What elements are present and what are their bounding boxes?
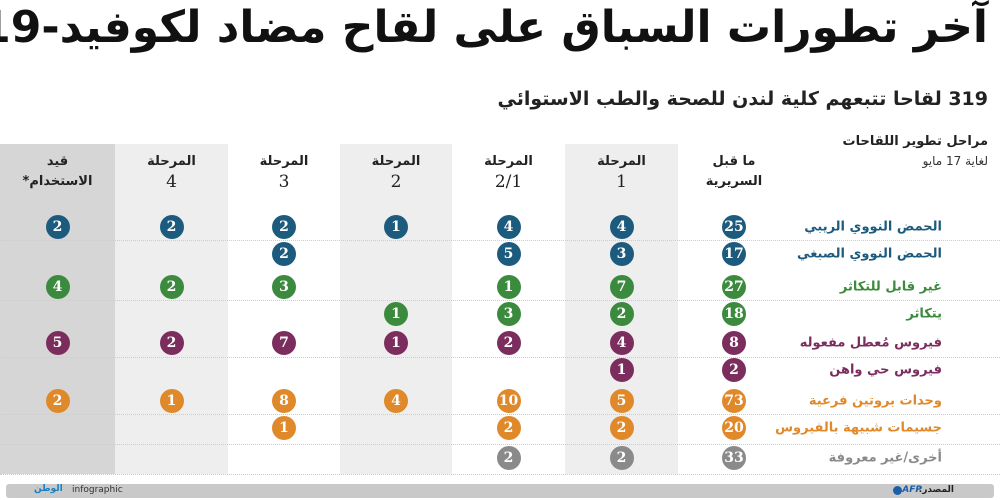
value-circle: 1: [609, 358, 634, 382]
value-circle: 7: [609, 275, 634, 299]
value-circle: 3: [496, 302, 521, 326]
column-header-label: قيد الاستخدام*: [22, 154, 93, 189]
subtitle: 319 لقاحا تتبعهم كلية لندن للصحة والطب ا…: [497, 88, 988, 110]
value-circle: 1: [384, 302, 408, 326]
legend-title: مراحل تطوير اللقاحات: [842, 134, 988, 149]
value-circle: 2: [272, 242, 296, 266]
column-background: [115, 144, 228, 474]
column-header: ما قبل السريرية: [678, 152, 790, 192]
value-circle: 33: [722, 446, 746, 470]
column-header-label: المرحلة: [259, 154, 309, 169]
value-circle: 4: [609, 331, 634, 355]
row-label: الحمض النووي الصبغي: [797, 246, 942, 262]
column-header-label: المرحلة: [484, 154, 533, 169]
value-circle: 3: [609, 242, 634, 266]
value-circle: 1: [384, 215, 408, 239]
value-circle: 27: [722, 275, 746, 299]
column-background: [0, 144, 115, 474]
value-circle: 4: [384, 389, 408, 413]
row-separator: [0, 300, 1000, 301]
row-separator: [0, 474, 1000, 475]
column-header-number: 2: [390, 172, 402, 192]
source-label: المصدر:: [918, 485, 954, 495]
value-circle: 2: [496, 416, 521, 440]
value-circle: 2: [159, 331, 184, 355]
value-circle: 10: [496, 389, 521, 413]
row-label: وحدات بروتين فرعية: [808, 393, 942, 409]
value-circle: 2: [272, 215, 296, 239]
column-header: قيد الاستخدام*: [0, 152, 115, 192]
value-circle: 3: [272, 275, 296, 299]
value-circle: 7: [272, 331, 296, 355]
row-separator: [0, 444, 1000, 445]
brand-logo: الوطن: [34, 484, 63, 494]
column-header: المرحلة 3: [228, 152, 340, 192]
column-header: المرحلة 2: [340, 152, 452, 192]
column-header-number: 2/1: [494, 172, 523, 192]
afp-logo-icon: [893, 486, 902, 495]
column-header-label: ما قبل السريرية: [705, 154, 763, 189]
row-label: أخرى/غير معروفة: [828, 450, 942, 466]
column-header: المرحلة 4: [115, 152, 228, 192]
row-separator: [0, 357, 1000, 358]
legend-date: لغاية 17 مايو: [922, 154, 988, 168]
value-circle: 25: [722, 215, 746, 239]
row-label: يتكاثر: [906, 306, 942, 322]
value-circle: 2: [722, 358, 746, 382]
row-label: غير قابل للتكاثر: [839, 279, 942, 295]
column-header-number: 3: [278, 172, 290, 192]
value-circle: 2: [496, 446, 521, 470]
value-circle: 2: [159, 275, 184, 299]
value-circle: 4: [45, 275, 70, 299]
row-label: فيروس مُعطل مفعوله: [799, 335, 942, 351]
value-circle: 5: [45, 331, 70, 355]
column-header: المرحلة 1: [565, 152, 678, 192]
value-circle: 18: [722, 302, 746, 326]
value-circle: 1: [159, 389, 184, 413]
value-circle: 2: [45, 389, 70, 413]
row-label: الحمض النووي الريبي: [804, 219, 942, 235]
column-header: المرحلة 2/1: [452, 152, 565, 192]
column-header-number: 1: [616, 172, 627, 192]
value-circle: 4: [496, 215, 521, 239]
value-circle: 8: [722, 331, 746, 355]
value-circle: 2: [609, 302, 634, 326]
value-circle: 2: [609, 416, 634, 440]
row-separator: [0, 240, 1000, 241]
value-circle: 1: [272, 416, 296, 440]
value-circle: 2: [496, 331, 521, 355]
column-header-label: المرحلة: [147, 154, 196, 169]
value-circle: 73: [722, 389, 746, 413]
footer: المصدر: AFP الوطن infographic: [6, 484, 994, 498]
value-circle: 17: [722, 242, 746, 266]
infographic-label: infographic: [72, 485, 123, 495]
value-circle: 5: [496, 242, 521, 266]
column-header-number: 4: [166, 172, 177, 192]
page-title: آخر تطورات السباق على لقاح مضاد لكوفيد-1…: [0, 2, 989, 53]
row-label: جسيمات شبيهة بالفيروس: [775, 420, 942, 436]
value-circle: 1: [496, 275, 521, 299]
value-circle: 8: [272, 389, 296, 413]
source-name: AFP: [902, 485, 922, 495]
column-header-label: المرحلة: [371, 154, 421, 169]
value-circle: 5: [609, 389, 634, 413]
row-label: فيروس حي واهن: [829, 362, 942, 378]
row-separator: [0, 414, 1000, 415]
value-circle: 2: [159, 215, 184, 239]
value-circle: 2: [45, 215, 70, 239]
column-header-label: المرحلة: [597, 154, 646, 169]
value-circle: 4: [609, 215, 634, 239]
value-circle: 2: [609, 446, 634, 470]
value-circle: 20: [722, 416, 746, 440]
value-circle: 1: [384, 331, 408, 355]
